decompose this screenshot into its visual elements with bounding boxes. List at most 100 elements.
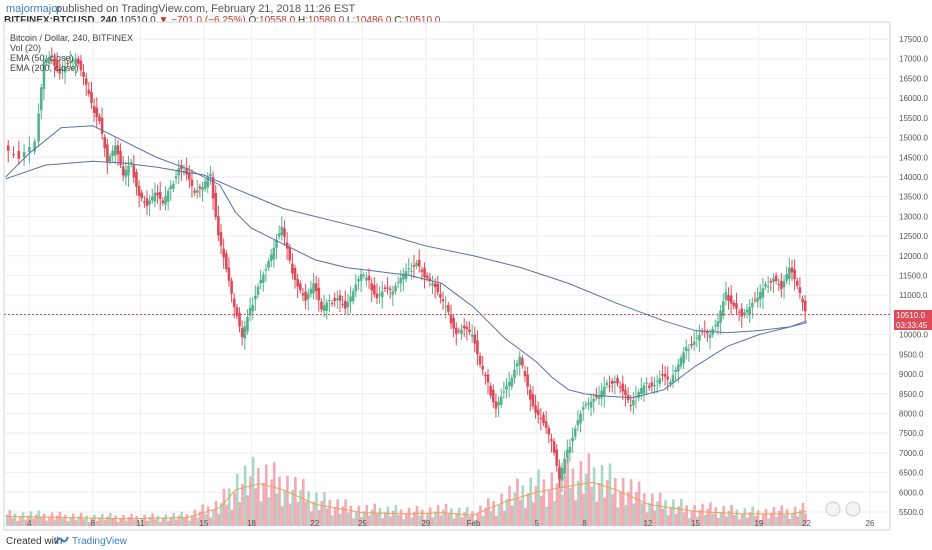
candle-body [206, 177, 210, 188]
candle-body [320, 301, 323, 310]
candle-body [301, 293, 305, 296]
volume-bar [513, 492, 517, 526]
volume-bar [214, 500, 218, 526]
volume-bar [516, 478, 519, 526]
legend-ema200[interactable]: EMA (200, close) [10, 63, 79, 73]
legend-ema50[interactable]: EMA (50, close) [10, 53, 74, 63]
candle-body [17, 150, 21, 159]
candle-body [262, 274, 265, 283]
y-tick-label: 12000.0 [899, 252, 928, 261]
chart-grid [4, 22, 890, 526]
candle-body [758, 292, 762, 300]
event-flag-icon[interactable] [845, 501, 861, 517]
y-tick-label: 9000.0 [899, 370, 924, 379]
volume-bar [193, 509, 197, 526]
candle-body [753, 299, 757, 301]
candle-body [788, 267, 791, 279]
candle-body [740, 308, 744, 317]
volume-bar [682, 512, 686, 526]
candle-body [256, 286, 260, 295]
volume-bar [505, 498, 509, 526]
volume-bar [574, 500, 577, 526]
candle-body [153, 192, 157, 202]
volume-bar [391, 510, 395, 526]
candle-body [497, 401, 500, 406]
candle-body [143, 201, 146, 203]
volume-bar [357, 505, 361, 526]
candle-body [71, 60, 75, 62]
candle-body [748, 307, 751, 315]
volume-bar [703, 514, 707, 526]
volume-bar [180, 511, 183, 526]
candle-body [198, 186, 202, 189]
volume-bar [79, 512, 83, 526]
candle-body [417, 259, 421, 267]
last-value: 10510.0 [119, 15, 156, 26]
volume-bar [725, 516, 728, 526]
volume-bar [510, 505, 514, 526]
x-tick-label: 8 [582, 519, 587, 528]
volume-bar [153, 519, 157, 526]
volume-bar [354, 511, 358, 526]
volume-bar [106, 516, 109, 526]
candle-body [58, 68, 62, 74]
volume-bar [645, 512, 649, 526]
candle-body [764, 284, 767, 287]
candle-body [66, 62, 70, 65]
volume-bar [135, 515, 139, 526]
candle-body [645, 382, 648, 384]
close-value: 10510.0 [404, 15, 441, 26]
countdown-tag [894, 320, 932, 330]
volume-bar [230, 509, 234, 526]
volume-bar [8, 510, 12, 526]
candle-body [732, 302, 736, 307]
candle-body [568, 446, 572, 453]
candle-body [177, 168, 181, 176]
x-tick-label: 5 [535, 519, 540, 528]
candle-body [243, 326, 247, 339]
volume-bar [243, 465, 247, 526]
candle-body [39, 87, 43, 111]
candle-body [47, 56, 51, 64]
candle-body [201, 187, 204, 191]
price-axis[interactable]: 5500.0 6000.0 6500.0 7000.0 7500.0 8000.0 8500… [899, 35, 928, 517]
candle-body [674, 369, 677, 372]
volume-bar [280, 506, 284, 526]
candle-body [769, 281, 773, 283]
volume-bar [16, 520, 20, 526]
volume-bar [159, 521, 162, 526]
tradingview-brand[interactable]: TradingView [72, 536, 128, 547]
candle-body [341, 303, 344, 305]
volume-bar [167, 520, 170, 526]
volume-bar [640, 502, 643, 526]
volume-bar [693, 504, 696, 526]
event-flags[interactable] [825, 501, 861, 517]
volume-bar [85, 515, 88, 526]
candle-body [640, 387, 643, 394]
candle-body [576, 420, 580, 426]
volume-bar [463, 512, 466, 526]
countdown-text: 03:33:45 [896, 321, 928, 330]
y-tick-label: 15000.0 [899, 134, 928, 143]
volume-bar [196, 517, 199, 526]
volume-bar [759, 519, 762, 526]
candle-body [695, 337, 699, 339]
event-flag-icon[interactable] [825, 501, 841, 517]
author-link[interactable]: majormajor [6, 3, 62, 15]
legend-volume[interactable]: Vol (20) [10, 43, 42, 53]
candle-body [365, 277, 368, 281]
volume-bar [592, 467, 596, 526]
volume-bar [727, 510, 731, 526]
candle-body [653, 385, 656, 387]
candle-body [148, 200, 151, 205]
volume-bar [756, 510, 760, 526]
volume-bar [61, 518, 64, 526]
time-axis[interactable]: 4 8 11 15 18 22 25 29 Feb 5 8 12 15 19 22 26 [27, 519, 875, 528]
candle-body [666, 376, 670, 380]
volume-bar [500, 493, 503, 526]
volume-bar [323, 492, 326, 526]
volume-bar [13, 513, 17, 526]
volume-bar [283, 490, 287, 526]
volume-bar [521, 485, 525, 526]
